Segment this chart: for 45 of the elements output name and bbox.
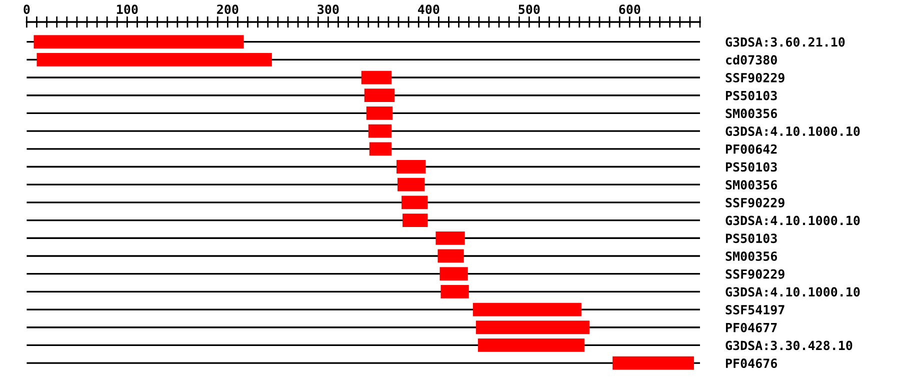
bar: [396, 160, 426, 174]
y-tick-label: PS50103: [726, 90, 777, 100]
y-tick-label: PF00642: [726, 144, 777, 154]
x-tick-label: 400: [418, 4, 440, 14]
bar: [366, 106, 392, 120]
bar: [438, 249, 464, 263]
bar: [369, 142, 392, 156]
x-tick-label: 200: [217, 4, 238, 14]
bar: [398, 178, 425, 192]
bar: [440, 284, 469, 298]
y-tick-label: SM00356: [726, 180, 777, 190]
y-tick-label: PS50103: [726, 234, 777, 244]
y-tick-label: SSF90229: [726, 72, 784, 82]
x-tick-label: 100: [117, 4, 138, 14]
x-tick-label: 0: [24, 4, 30, 14]
y-tick-label: cd07380: [726, 54, 777, 65]
bar: [440, 267, 468, 281]
y-tick-label: SSF90229: [726, 198, 784, 208]
y-tick-label: G3DSA:4.10.1000.10: [726, 126, 860, 136]
y-tick-label: SSF90229: [726, 269, 784, 279]
bar: [402, 214, 428, 227]
x-tick-label: 500: [518, 4, 540, 14]
y-tick-label: PF04677: [726, 322, 777, 332]
bar: [364, 88, 395, 102]
bar: [436, 231, 465, 245]
bar: [361, 70, 392, 84]
y-tick-label: PS50103: [726, 162, 777, 172]
bar: [402, 196, 428, 210]
y-tick-label: SSF54197: [726, 305, 784, 315]
y-tick-label: G3DSA:3.60.21.10: [726, 37, 845, 47]
x-tick-label: 300: [318, 4, 339, 14]
bar: [612, 356, 694, 370]
y-tick-label: SM00356: [726, 108, 777, 118]
bar: [36, 52, 272, 66]
x-tick-label: 600: [619, 4, 640, 14]
y-tick-label: G3DSA:3.30.428.10: [726, 340, 852, 350]
y-tick-label: SM00356: [726, 251, 777, 261]
y-tick-label: G3DSA:4.10.1000.10: [726, 216, 860, 226]
bar: [368, 124, 392, 138]
bar: [472, 302, 582, 316]
bar: [478, 338, 584, 352]
y-tick-label: PF04676: [726, 358, 777, 368]
y-tick-label: G3DSA:4.10.1000.10: [726, 287, 860, 297]
bar: [476, 320, 590, 334]
bar: [34, 35, 244, 49]
